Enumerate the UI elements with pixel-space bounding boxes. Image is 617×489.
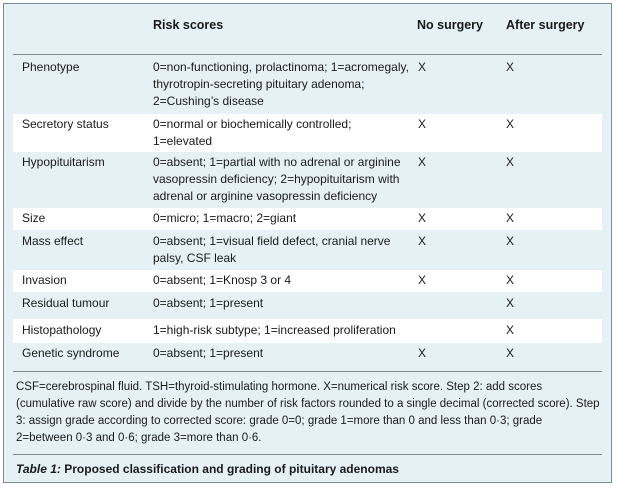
row-label: Phenotype: [22, 60, 80, 74]
table-row: Phenotype 0=non-functioning, prolactinom…: [13, 59, 602, 113]
row-no-surgery: X: [418, 273, 427, 287]
row-no-surgery: X: [418, 211, 427, 225]
body-divider: [13, 371, 602, 372]
row-no-surgery: X: [418, 60, 427, 74]
row-label: Hypopituitarism: [22, 155, 105, 169]
row-risk-score: 0=absent; 1=partial with no adrenal or a…: [153, 155, 401, 203]
table-row: Histopathology 1=high-risk subtype; 1=in…: [13, 319, 602, 343]
table-panel: Risk scores No surgery After surgery Phe…: [3, 3, 612, 483]
table-caption: Table 1: Proposed classification and gra…: [16, 462, 399, 476]
table-row: Secretory status 0=normal or biochemical…: [13, 114, 602, 152]
caption-divider: [13, 454, 602, 455]
header-after-surgery: After surgery: [506, 18, 585, 32]
row-risk-score: 0=normal or biochemically controlled; 1=…: [153, 117, 352, 148]
row-risk-score: 0=absent; 1=Knosp 3 or 4: [153, 273, 292, 287]
row-after-surgery: X: [506, 296, 515, 310]
table-row: Mass effect 0=absent; 1=visual field def…: [13, 233, 602, 270]
row-after-surgery: X: [506, 155, 515, 169]
row-after-surgery: X: [506, 60, 515, 74]
table-row: Hypopituitarism 0=absent; 1=partial with…: [13, 154, 602, 207]
row-label: Invasion: [22, 273, 67, 287]
table-row: Size 0=micro; 1=macro; 2=giant X X: [13, 208, 602, 230]
row-label: Mass effect: [22, 234, 84, 248]
row-risk-score: 1=high-risk subtype; 1=increased prolife…: [153, 323, 396, 337]
row-risk-score: 0=micro; 1=macro; 2=giant: [153, 211, 297, 225]
caption-title: Proposed classification and grading of p…: [64, 462, 399, 476]
row-after-surgery: X: [506, 117, 515, 131]
row-after-surgery: X: [506, 211, 515, 225]
row-no-surgery: X: [418, 117, 427, 131]
row-risk-score: 0=absent; 1=present: [153, 296, 264, 310]
row-after-surgery: X: [506, 273, 515, 287]
row-after-surgery: X: [506, 234, 515, 248]
table-row: Invasion 0=absent; 1=Knosp 3 or 4 X X: [13, 270, 602, 292]
row-after-surgery: X: [506, 346, 515, 360]
header-divider: [13, 54, 602, 55]
table-row: Residual tumour 0=absent; 1=present X: [13, 295, 602, 317]
row-risk-score: 0=absent; 1=visual field defect, cranial…: [153, 234, 391, 265]
row-label: Size: [22, 211, 46, 225]
row-risk-score: 0=non-functioning, prolactinoma; 1=acrom…: [153, 60, 409, 108]
table-header: Risk scores No surgery After surgery: [4, 4, 611, 58]
row-label: Genetic syndrome: [22, 346, 120, 360]
row-no-surgery: X: [418, 155, 427, 169]
table-row: Genetic syndrome 0=absent; 1=present X X: [13, 345, 602, 367]
row-after-surgery: X: [506, 323, 515, 337]
caption-label: Table 1:: [16, 462, 61, 476]
row-no-surgery: X: [418, 234, 427, 248]
row-risk-score: 0=absent; 1=present: [153, 346, 264, 360]
header-no-surgery: No surgery: [417, 18, 483, 32]
table-footnote: CSF=cerebrospinal fluid. TSH=thyroid-sti…: [16, 381, 600, 444]
row-label: Secretory status: [22, 117, 109, 131]
row-label: Histopathology: [22, 323, 102, 337]
row-no-surgery: X: [418, 346, 427, 360]
header-risk-scores: Risk scores: [153, 18, 224, 32]
row-label: Residual tumour: [22, 296, 110, 310]
